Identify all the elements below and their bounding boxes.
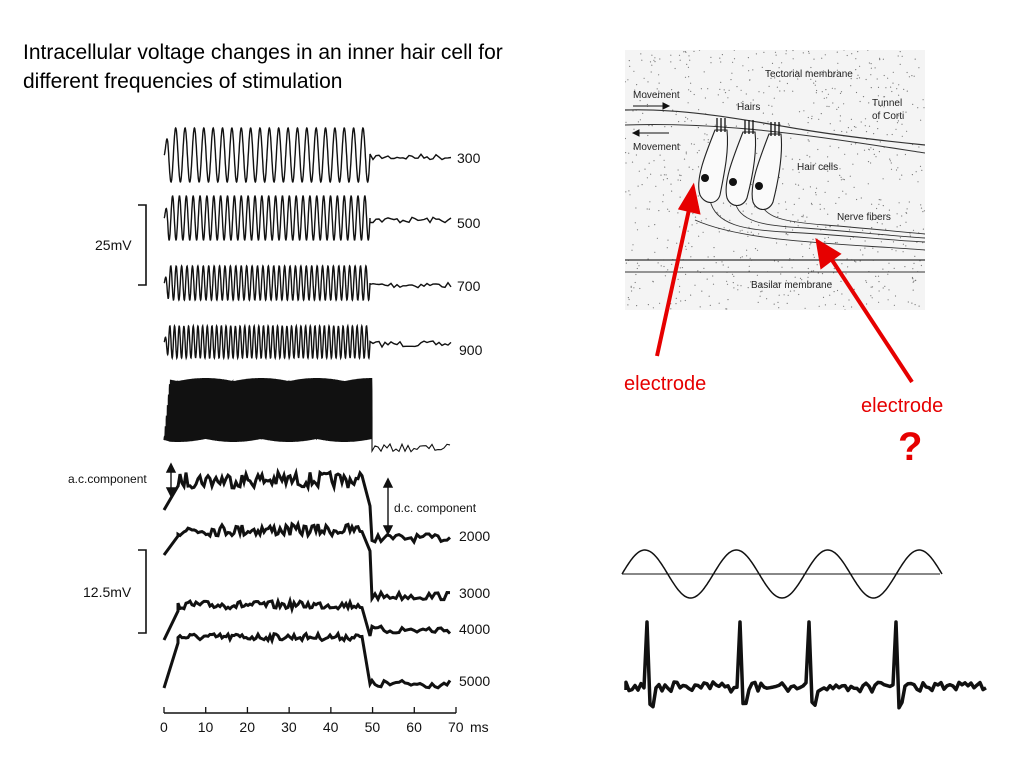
time-tick-label: 30 <box>281 719 297 735</box>
trace-label-2000: 2000 <box>459 528 490 544</box>
trace-500 <box>163 195 452 241</box>
label-tunnel-of-corti: of Corti <box>872 111 904 122</box>
question-mark: ? <box>898 425 923 469</box>
time-tick-label: 10 <box>198 719 214 735</box>
time-tick-label: 20 <box>239 719 255 735</box>
spike-train <box>624 620 987 710</box>
trace-300 <box>163 126 452 184</box>
scale-label-12-5mv: 12.5mV <box>83 584 132 600</box>
time-tick-label: 40 <box>323 719 339 735</box>
label-movement-bottom: Movement <box>633 142 680 153</box>
time-tick-label: 50 <box>365 719 381 735</box>
trace-dense-sinusoidal <box>163 377 451 454</box>
hair-cells <box>698 129 783 211</box>
organ-of-corti-drawing: Tectorial membrane Movement Movement Hai… <box>625 50 925 310</box>
tectorial-membrane <box>625 109 925 146</box>
stereocilia <box>716 118 780 136</box>
trace-label-3000: 3000 <box>459 585 490 601</box>
ac-component-arrow <box>165 462 177 498</box>
label-tunnel: Tunnel <box>872 98 902 109</box>
electrode-label-hair-cell: electrode <box>624 373 707 395</box>
slide-title: Intracellular voltage changes in an inne… <box>23 41 503 93</box>
trace-label-300: 300 <box>457 150 481 166</box>
label-hairs: Hairs <box>737 102 760 113</box>
trace-2000 <box>162 467 451 546</box>
trace-700 <box>163 264 452 302</box>
label-tectorial-membrane: Tectorial membrane <box>765 69 853 80</box>
time-unit-label: ms <box>470 719 489 735</box>
trace-label-5000: 5000 <box>459 673 490 689</box>
ac-component-label: a.c.component <box>68 472 147 486</box>
scale-bracket-12-5mv <box>138 549 147 634</box>
electrode-label-nerve: electrode <box>861 395 944 417</box>
hair-cell-nuclei <box>701 174 763 190</box>
movement-arrows <box>631 102 671 137</box>
label-basilar-membrane: Basilar membrane <box>751 280 833 291</box>
trace-label-700: 700 <box>457 278 481 294</box>
label-nerve-fibers: Nerve fibers <box>837 212 891 223</box>
scale-bracket-25mv <box>138 204 147 286</box>
time-axis: 0 10 20 30 40 50 60 70 ms <box>160 707 489 735</box>
sine-stimulus <box>621 549 943 599</box>
time-tick-label: 0 <box>160 719 168 735</box>
trace-900 <box>163 323 452 361</box>
trace-3000 <box>162 519 451 604</box>
label-hair-cells: Hair cells <box>797 162 838 173</box>
time-tick-label: 70 <box>448 719 464 735</box>
trace-label-900: 900 <box>459 342 483 358</box>
stimulus-and-spikes <box>621 549 987 710</box>
dc-component-arrow <box>382 477 394 536</box>
dc-component-label: d.c. component <box>394 501 477 515</box>
scale-label-25mv: 25mV <box>95 237 132 253</box>
trace-label-500: 500 <box>457 215 481 231</box>
time-tick-label: 60 <box>406 719 422 735</box>
trace-label-4000: 4000 <box>459 621 490 637</box>
trace-5000 <box>162 630 452 690</box>
tectorial-lower-edge <box>625 124 925 154</box>
voltage-traces <box>162 126 452 690</box>
trace-4000 <box>162 595 452 641</box>
receptor-potential-figure: 300 500 700 900 2000 3000 4000 5000 25mV… <box>68 126 490 735</box>
label-movement-top: Movement <box>633 90 680 101</box>
